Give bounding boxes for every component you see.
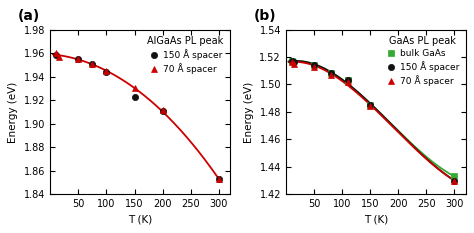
bulk GaAs (328, 72, 334, 75)
Line: 150 Å spacer: 150 Å spacer (288, 58, 457, 184)
bulk GaAs (289, 60, 294, 62)
70 Å spacer (90, 62, 95, 65)
70 Å spacer (289, 61, 294, 64)
Line: 150 Å spacer: 150 Å spacer (53, 52, 222, 182)
70 Å spacer (345, 80, 351, 83)
70 Å spacer (132, 87, 137, 90)
Legend: 150 Å spacer, 70 Å spacer: 150 Å spacer, 70 Å spacer (146, 34, 226, 76)
150 Å spacer (90, 62, 95, 65)
150 Å spacer (367, 104, 373, 106)
150 Å spacer (311, 64, 317, 67)
70 Å spacer (367, 105, 373, 108)
150 Å spacer (216, 178, 222, 180)
Text: (a): (a) (18, 9, 40, 23)
Y-axis label: Energy (eV): Energy (eV) (9, 81, 18, 143)
bulk GaAs (345, 79, 351, 82)
X-axis label: T (K): T (K) (128, 215, 152, 225)
Text: (b): (b) (254, 9, 276, 23)
70 Å spacer (56, 55, 62, 58)
70 Å spacer (53, 52, 59, 55)
150 Å spacer (345, 79, 351, 82)
70 Å spacer (216, 178, 222, 180)
70 Å spacer (328, 73, 334, 76)
150 Å spacer (328, 72, 334, 75)
Line: 70 Å spacer: 70 Å spacer (53, 50, 222, 182)
Legend: bulk GaAs, 150 Å spacer, 70 Å spacer: bulk GaAs, 150 Å spacer, 70 Å spacer (384, 34, 461, 88)
150 Å spacer (75, 58, 81, 60)
bulk GaAs (452, 175, 457, 178)
bulk GaAs (311, 64, 317, 67)
70 Å spacer (452, 179, 457, 182)
150 Å spacer (132, 95, 137, 98)
Line: bulk GaAs: bulk GaAs (288, 58, 457, 180)
X-axis label: T (K): T (K) (364, 215, 388, 225)
bulk GaAs (367, 104, 373, 106)
70 Å spacer (104, 69, 109, 72)
Line: 70 Å spacer: 70 Å spacer (288, 59, 457, 184)
Y-axis label: Energy (eV): Energy (eV) (244, 81, 254, 143)
70 Å spacer (311, 65, 317, 68)
150 Å spacer (160, 109, 165, 112)
150 Å spacer (289, 60, 294, 62)
150 Å spacer (452, 179, 457, 182)
150 Å spacer (292, 61, 297, 64)
70 Å spacer (75, 58, 81, 60)
70 Å spacer (160, 108, 165, 111)
150 Å spacer (104, 70, 109, 73)
70 Å spacer (292, 62, 297, 65)
150 Å spacer (53, 54, 59, 57)
